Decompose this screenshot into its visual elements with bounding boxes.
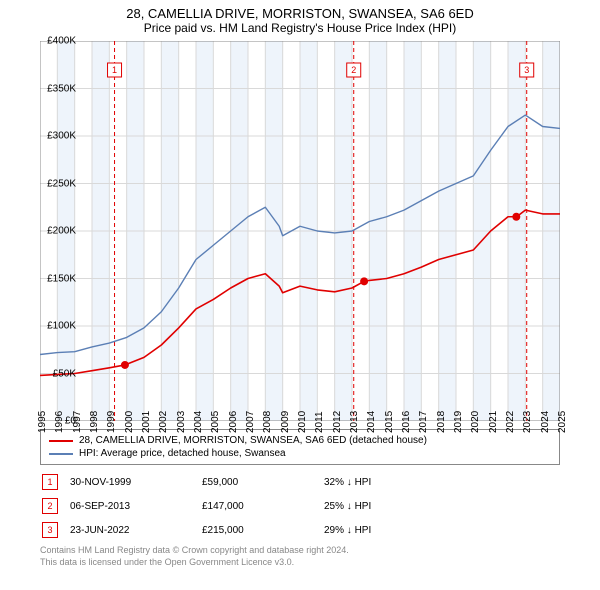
marker-delta: 29% ↓ HPI [324,519,381,541]
footer-text: Contains HM Land Registry data © Crown c… [40,545,560,568]
x-tick-label: 2003 [176,411,187,433]
x-tick-label: 2021 [488,411,499,433]
marker-date: 30-NOV-1999 [70,471,200,493]
x-tick-label: 2008 [262,411,273,433]
legend-swatch [49,440,73,442]
svg-text:3: 3 [524,65,529,75]
marker-row: 3 23-JUN-2022£215,00029% ↓ HPI [42,519,381,541]
legend-box: 28, CAMELLIA DRIVE, MORRISTON, SWANSEA, … [40,429,560,465]
svg-text:1: 1 [112,65,117,75]
y-tick-label: £300K [40,131,76,142]
x-tick-label: 2022 [505,411,516,433]
x-tick-label: 2017 [418,411,429,433]
marker-table: 1 30-NOV-1999£59,00032% ↓ HPI 2 06-SEP-2013… [40,469,383,543]
legend-label: 28, CAMELLIA DRIVE, MORRISTON, SWANSEA, … [79,435,427,446]
chart-svg: 1 2 3 [40,41,560,421]
marker-date: 23-JUN-2022 [70,519,200,541]
x-tick-label: 2007 [245,411,256,433]
y-tick-label: £350K [40,83,76,94]
chart-container: 28, CAMELLIA DRIVE, MORRISTON, SWANSEA, … [0,0,600,568]
x-tick-label: 2004 [193,411,204,433]
x-tick-label: 2002 [158,411,169,433]
x-tick-label: 2005 [210,411,221,433]
x-tick-label: 1998 [89,411,100,433]
legend-label: HPI: Average price, detached house, Swan… [79,448,286,459]
x-tick-label: 2000 [124,411,135,433]
x-tick-label: 2020 [470,411,481,433]
marker-price: £59,000 [202,471,322,493]
marker-delta: 25% ↓ HPI [324,495,381,517]
marker-price: £215,000 [202,519,322,541]
marker-row: 2 06-SEP-2013£147,00025% ↓ HPI [42,495,381,517]
marker-delta: 32% ↓ HPI [324,471,381,493]
x-tick-label: 2001 [141,411,152,433]
x-tick-label: 1995 [37,411,48,433]
y-tick-label: £150K [40,273,76,284]
x-tick-label: 1997 [72,411,83,433]
x-tick-label: 2014 [366,411,377,433]
x-tick-label: 2018 [436,411,447,433]
marker-date: 06-SEP-2013 [70,495,200,517]
x-tick-label: 2006 [228,411,239,433]
marker-chip: 2 [42,498,58,514]
x-tick-label: 2023 [522,411,533,433]
footer-line-1: Contains HM Land Registry data © Crown c… [40,545,560,557]
x-tick-label: 2012 [332,411,343,433]
marker-price: £147,000 [202,495,322,517]
y-tick-label: £250K [40,178,76,189]
y-tick-label: £400K [40,36,76,47]
y-tick-label: £100K [40,321,76,332]
y-tick-label: £200K [40,226,76,237]
chart-title: 28, CAMELLIA DRIVE, MORRISTON, SWANSEA, … [0,0,600,21]
x-tick-label: 2019 [453,411,464,433]
marker-row: 1 30-NOV-1999£59,00032% ↓ HPI [42,471,381,493]
x-tick-label: 2016 [401,411,412,433]
x-tick-label: 2025 [557,411,568,433]
legend-row: 28, CAMELLIA DRIVE, MORRISTON, SWANSEA, … [49,434,551,447]
marker-chip: 3 [42,522,58,538]
y-tick-label: £50K [40,368,76,379]
chart-subtitle: Price paid vs. HM Land Registry's House … [0,21,600,41]
x-tick-label: 2010 [297,411,308,433]
chart-area: 123 £0£50K£100K£150K£200K£250K£300K£350K… [40,41,600,421]
x-tick-label: 1996 [54,411,65,433]
x-tick-label: 2024 [540,411,551,433]
footer-line-2: This data is licensed under the Open Gov… [40,557,560,569]
x-tick-label: 2013 [349,411,360,433]
marker-chip: 1 [42,474,58,490]
x-tick-label: 1999 [106,411,117,433]
x-tick-label: 2015 [384,411,395,433]
x-tick-label: 2009 [280,411,291,433]
legend-row: HPI: Average price, detached house, Swan… [49,447,551,460]
legend-swatch [49,453,73,455]
svg-text:2: 2 [351,65,356,75]
x-tick-label: 2011 [314,411,325,433]
